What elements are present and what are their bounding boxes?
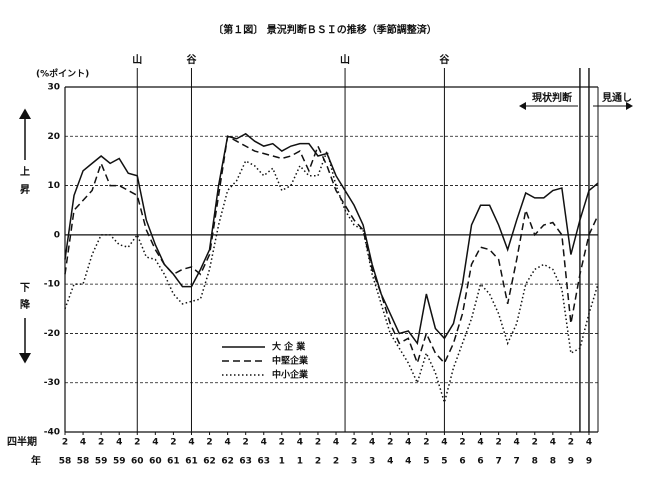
x-tick-label: 4 [333,438,339,448]
x-tick-label: 4 [188,438,194,448]
legend-label: 中堅企業 [272,355,309,367]
current-label: 現状判断 [532,91,572,104]
year-label: 6 [459,457,465,467]
x-tick-label: 2 [315,438,321,448]
year-label: 1 [297,457,303,467]
cycle-label: 谷 [186,53,197,66]
series-line [64,135,599,366]
series-line [64,132,599,346]
year-label: 58 [77,457,90,467]
year-label: 8 [550,457,556,467]
up-label: 上 [20,165,30,178]
x-tick-label: 4 [80,438,86,448]
year-label: 9 [568,457,574,467]
year-label: 3 [351,457,357,467]
x-tick-label: 4 [261,438,267,448]
x-tick-label: 4 [405,438,411,448]
year-label: 3 [369,457,375,467]
up-label: 昇 [20,184,30,196]
cycle-label: 山 [340,53,350,66]
year-label: 2 [333,457,339,467]
year-label: 63 [257,457,270,467]
year-row-label: 年 [31,454,41,467]
y-tick-label: 10 [47,181,60,191]
year-label: 62 [203,457,216,467]
year-label: 59 [95,457,108,467]
y-tick-label: -30 [44,378,60,388]
year-label: 60 [149,457,162,467]
year-label: 1 [279,457,285,467]
year-label: 60 [131,457,144,467]
x-tick-label: 4 [116,438,122,448]
year-label: 61 [167,457,180,467]
x-tick-label: 2 [206,438,212,448]
year-label: 5 [423,457,429,467]
year-label: 63 [239,457,252,467]
year-label: 5 [441,457,447,467]
x-tick-label: 2 [170,438,176,448]
x-tick-label: 4 [152,438,158,448]
year-label: 4 [405,457,411,467]
x-tick-label: 2 [98,438,104,448]
down-label: 下 [20,282,30,294]
x-tick-label: 4 [514,438,520,448]
x-tick-label: 4 [550,438,556,448]
x-tick-label: 2 [134,438,140,448]
year-label: 59 [113,457,126,467]
year-label: 7 [514,457,520,467]
x-tick-label: 2 [243,438,249,448]
series-line [64,148,599,406]
y-tick-label: 30 [47,83,60,93]
year-label: 62 [221,457,234,467]
year-label: 7 [495,457,501,467]
quarter-row-label: 四半期 [7,435,37,448]
down-label: 降 [20,298,31,311]
x-tick-label: 2 [279,438,285,448]
x-tick-label: 2 [387,438,393,448]
forecast-label: 見通し [601,92,632,104]
chart-title: 〔第１図〕 景況判断ＢＳＩの推移（季節調整済） [213,23,436,36]
cycle-label: 谷 [439,53,450,66]
legend-label: 大 企 業 [272,341,306,353]
year-label: 9 [586,457,592,467]
x-tick-label: 4 [477,438,483,448]
legend-label: 中小企業 [272,369,309,381]
year-label: 61 [185,457,198,467]
x-tick-label: 4 [297,438,303,448]
y-tick-label: 20 [47,132,60,142]
x-tick-label: 2 [568,438,574,448]
year-label: 58 [59,457,72,467]
x-tick-label: 2 [423,438,429,448]
x-tick-label: 2 [459,438,465,448]
y-tick-label: -10 [44,280,60,290]
x-tick-label: 4 [586,438,592,448]
y-tick-label: -40 [44,428,60,438]
x-tick-label: 2 [351,438,357,448]
y-tick-label: -20 [44,329,60,339]
x-tick-label: 2 [532,438,538,448]
y-tick-label: 0 [54,230,60,240]
x-tick-label: 4 [369,438,375,448]
x-tick-label: 2 [62,438,68,448]
cycle-label: 山 [132,53,142,66]
y-axis-label: (%ポイント) [36,68,89,80]
year-label: 4 [387,457,393,467]
year-label: 8 [532,457,538,467]
x-tick-label: 4 [224,438,230,448]
x-tick-label: 4 [441,438,447,448]
year-label: 2 [315,457,321,467]
x-tick-label: 2 [495,438,501,448]
year-label: 6 [477,457,483,467]
